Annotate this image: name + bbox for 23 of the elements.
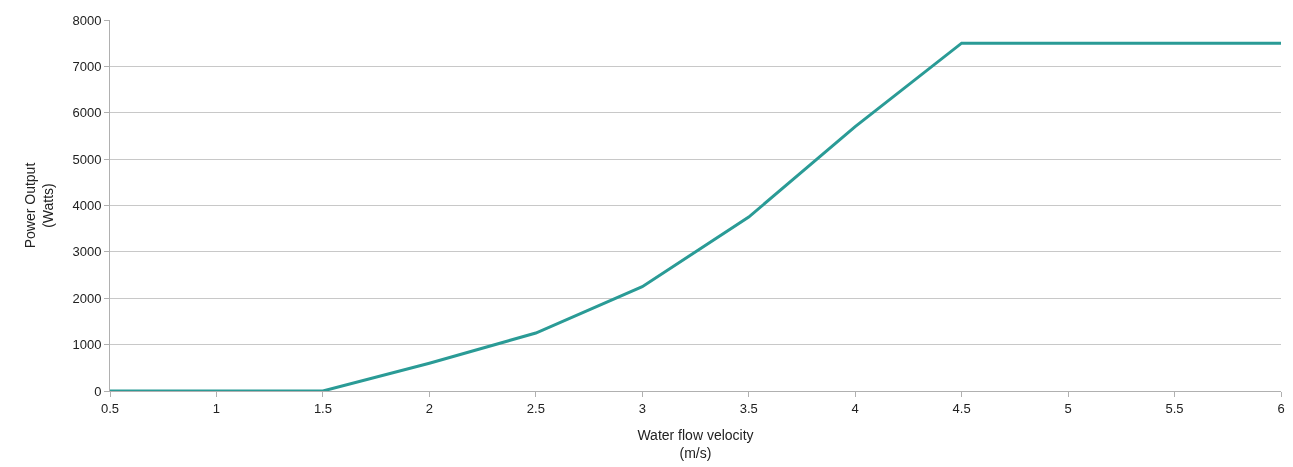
x-tick-label: 5.5 <box>1165 400 1184 416</box>
x-tick-label: 4 <box>851 400 859 416</box>
x-tick-label: 1.5 <box>313 400 332 416</box>
y-tick-label: 4000 <box>72 198 102 214</box>
y-tick-label: 7000 <box>72 58 102 74</box>
y-tick-label: 5000 <box>72 151 102 167</box>
y-tick-label: 1000 <box>72 337 102 353</box>
x-tick-label: 3.5 <box>739 400 758 416</box>
x-tick-label: 4.5 <box>952 400 971 416</box>
y-axis-title: Power Output (Watts) <box>21 162 57 249</box>
y-tick-label: 2000 <box>72 290 102 306</box>
y-tick-label: 6000 <box>72 105 102 121</box>
x-tick-label: 5 <box>1064 400 1072 416</box>
y-tick-label: 8000 <box>72 12 102 28</box>
y-tick-label: 3000 <box>72 244 102 260</box>
y-tick-label: 0 <box>94 383 102 399</box>
x-axis-title: Water flow velocity (m/s) <box>637 426 754 462</box>
x-tick-label: 6 <box>1277 400 1285 416</box>
x-tick-label: 0.5 <box>100 400 120 416</box>
x-tick-label: 2.5 <box>526 400 545 416</box>
x-tick-label: 1 <box>212 400 221 416</box>
x-tick-label: 3 <box>638 400 646 416</box>
x-tick-label: 2 <box>425 400 433 416</box>
